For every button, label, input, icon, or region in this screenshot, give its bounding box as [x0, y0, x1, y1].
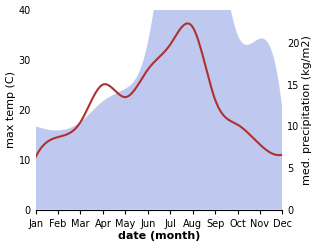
Y-axis label: med. precipitation (kg/m2): med. precipitation (kg/m2) [302, 35, 313, 185]
X-axis label: date (month): date (month) [118, 231, 200, 242]
Y-axis label: max temp (C): max temp (C) [5, 71, 16, 148]
